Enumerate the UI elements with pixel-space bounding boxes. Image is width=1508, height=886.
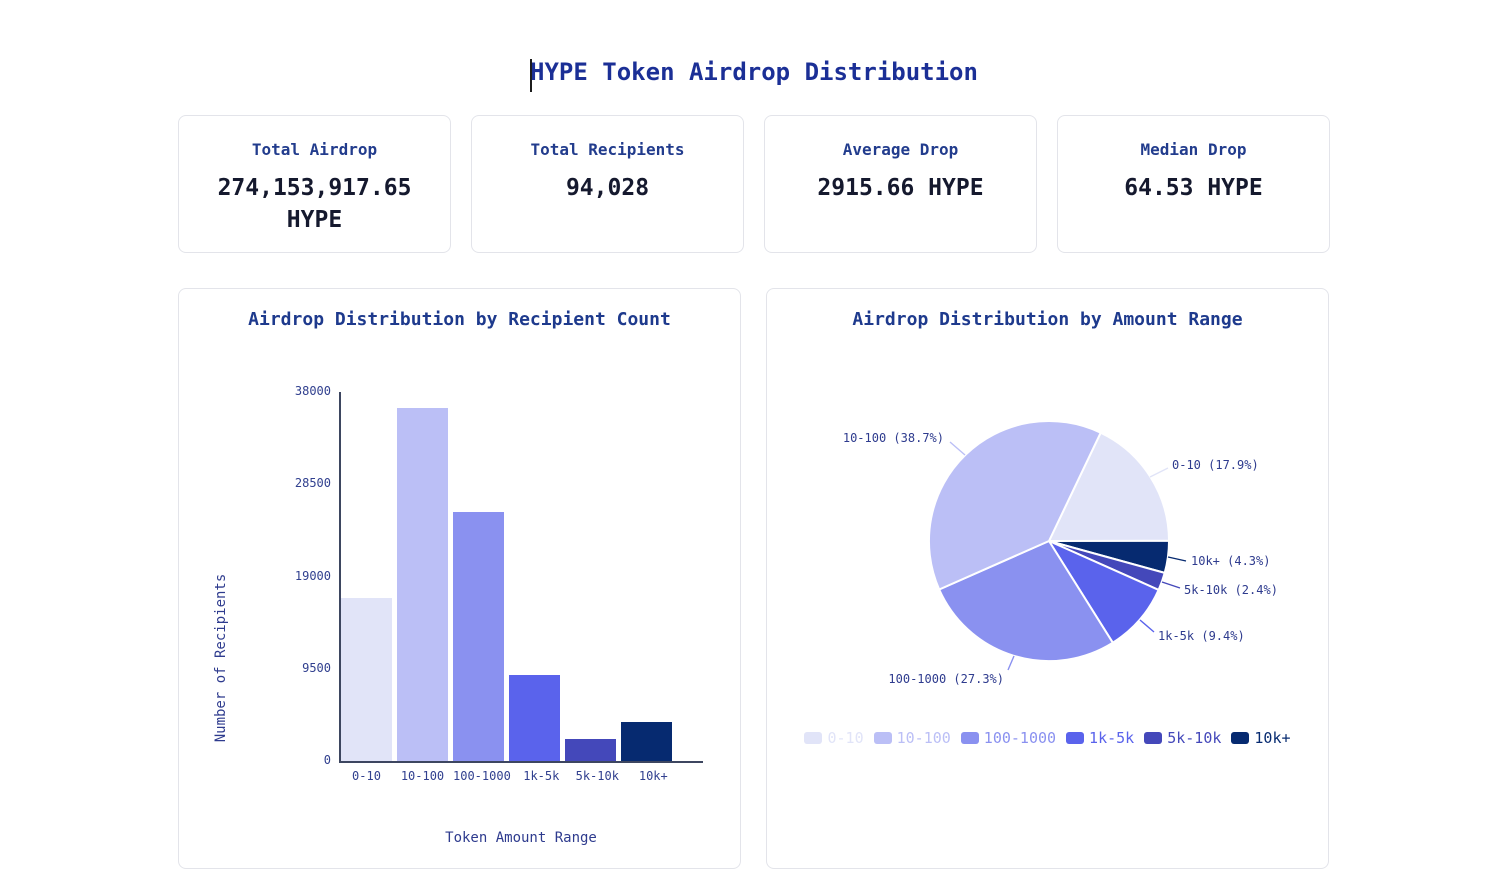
bar-10k+[interactable] <box>621 721 672 761</box>
stat-label: Total Recipients <box>530 140 685 159</box>
stat-label: Total Airdrop <box>251 140 378 159</box>
pie-label-line <box>1007 655 1015 671</box>
stat-value: 94,028 <box>565 175 650 201</box>
x-tick-label: 0-10 <box>352 769 381 783</box>
x-tick-label: 5k-10k <box>575 769 619 783</box>
x-axis-line <box>339 761 703 763</box>
pie-slice-label: 5k-10k (2.4%) <box>1184 583 1278 597</box>
legend-label: 10k+ <box>1254 729 1291 747</box>
pie-slice-label: 1k-5k (9.4%) <box>1158 629 1245 643</box>
bar-10-100[interactable] <box>397 407 448 761</box>
stat-card-total-airdrop: Total Airdrop 274,153,917.65 HYPE <box>178 115 451 253</box>
x-tick-label: 1k-5k <box>523 769 560 783</box>
legend-item-10k+[interactable]: 10k+ <box>1231 729 1291 747</box>
legend-label: 1k-5k <box>1089 729 1135 747</box>
pie-label-line <box>1149 467 1169 478</box>
legend-item-1k-5k[interactable]: 1k-5k <box>1066 729 1134 747</box>
y-tick-label: 0 <box>323 753 331 767</box>
bar-100-1000[interactable] <box>453 511 504 761</box>
stat-label: Median Drop <box>1140 140 1247 159</box>
pie-label-line <box>1167 556 1187 562</box>
y-axis-label: Number of Recipients <box>213 573 229 743</box>
stat-card-total-recipients: Total Recipients 94,028 <box>471 115 744 253</box>
bar-chart-card: Airdrop Distribution by Recipient Count … <box>178 288 741 869</box>
pie-chart-card: Airdrop Distribution by Amount Range 0-1… <box>766 288 1329 869</box>
legend-item-0-10[interactable]: 0-10 <box>804 729 864 747</box>
stat-value: 274,153,917.65 HYPE <box>217 175 412 233</box>
legend-label: 10-100 <box>896 729 951 747</box>
bar-0-10[interactable] <box>341 597 392 761</box>
legend-swatch <box>1144 732 1163 744</box>
legend-swatch <box>1231 732 1250 744</box>
y-tick-label: 19000 <box>294 568 331 583</box>
page-title: HYPE Token Airdrop Distribution <box>530 58 978 86</box>
stat-value: 64.53 HYPE <box>1124 175 1263 201</box>
pie-area: 0-10 (17.9%) 10-100 (38.7%) 100-1000 (27.3… <box>767 289 1328 868</box>
y-tick-label: 28500 <box>294 476 331 491</box>
legend-swatch <box>873 732 892 744</box>
legend-swatch <box>960 732 979 744</box>
pie-slice-label: 10-100 (38.7%) <box>842 431 944 445</box>
legend-label: 5k-10k <box>1167 729 1222 747</box>
x-tick-label: 10k+ <box>638 769 668 783</box>
bar-5k-10k[interactable] <box>565 739 616 761</box>
pie-slice-label: 100-1000 (27.3%) <box>888 672 1004 686</box>
pie-slice-label: 0-10 (17.9%) <box>1172 458 1259 472</box>
charts-row: Airdrop Distribution by Recipient Count … <box>178 288 1330 869</box>
legend-item-5k-10k[interactable]: 5k-10k <box>1144 729 1221 747</box>
bar-series <box>341 392 703 761</box>
legend-item-100-1000[interactable]: 100-1000 <box>960 729 1057 747</box>
pie-legend: 0-10 10-100 100-1000 1k-5k 5k-10k 10k+ <box>767 729 1328 747</box>
x-tick-labels: 0-10 10-100 100-1000 1k-5k 5k-10k 10k+ <box>341 769 703 783</box>
stats-row: Total Airdrop 274,153,917.65 HYPE Total … <box>178 115 1330 253</box>
pie-slice-10-100[interactable] <box>928 419 1102 591</box>
text-caret <box>530 59 532 92</box>
y-axis-line <box>339 392 341 763</box>
pie-slice-label: 10k+ (4.3%) <box>1191 554 1271 568</box>
pie-svg <box>928 419 1187 671</box>
x-tick-label: 100-1000 <box>453 769 511 783</box>
pie-chart-title: Airdrop Distribution by Amount Range <box>852 309 1243 330</box>
stat-card-median-drop: Median Drop 64.53 HYPE <box>1057 115 1330 253</box>
y-tick-label: 38000 <box>294 384 331 398</box>
legend-swatch <box>804 732 823 744</box>
bar-1k-5k[interactable] <box>509 675 560 761</box>
x-axis-title: Token Amount Range <box>445 830 597 846</box>
legend-label: 0-10 <box>827 729 864 747</box>
stat-label: Average Drop <box>842 140 959 159</box>
pie-label-line <box>1139 619 1155 633</box>
legend-swatch <box>1066 732 1085 744</box>
pie-label-line <box>949 441 966 456</box>
stat-value: 2915.66 HYPE <box>817 175 984 201</box>
bar-chart-title: Airdrop Distribution by Recipient Count <box>248 309 671 330</box>
pie-label-line <box>1161 581 1181 589</box>
stat-card-average-drop: Average Drop 2915.66 HYPE <box>764 115 1037 253</box>
legend-item-10-100[interactable]: 10-100 <box>873 729 951 747</box>
y-tick-label: 9500 <box>302 660 331 675</box>
legend-label: 100-1000 <box>983 729 1057 747</box>
x-tick-label: 10-100 <box>400 769 445 783</box>
